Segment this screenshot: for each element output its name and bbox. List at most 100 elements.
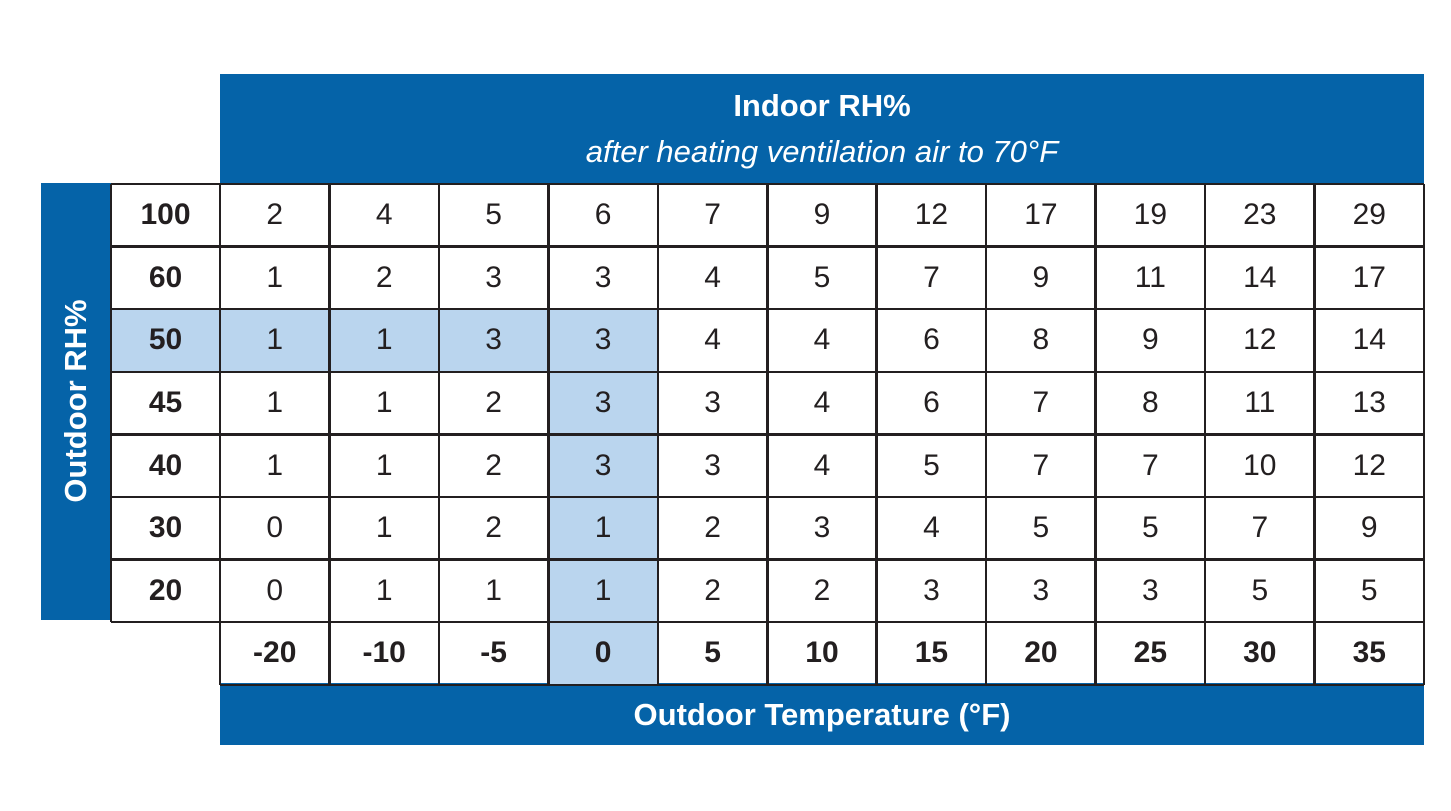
row-label-50: 50 bbox=[111, 309, 220, 372]
column-label-35: 35 bbox=[1352, 636, 1386, 670]
table-cell: 9 bbox=[1360, 511, 1378, 545]
table-cell: 3 bbox=[704, 448, 721, 482]
grid-line-vertical bbox=[437, 184, 441, 685]
outdoor-temperature-axis-banner: Outdoor Temperature (°F) bbox=[220, 683, 1424, 745]
table-cell: 1 bbox=[220, 309, 330, 372]
x-axis-label: Outdoor Temperature (°F) bbox=[633, 697, 1011, 732]
table-cell: 5 bbox=[1251, 573, 1269, 607]
table-cell: 12 bbox=[1352, 448, 1386, 482]
grid-line-vertical bbox=[328, 184, 331, 685]
table-cell: 6 bbox=[594, 198, 612, 232]
outdoor-rh-axis-banner: Outdoor RH% bbox=[41, 183, 111, 620]
table-cell: 2 bbox=[485, 448, 502, 482]
table-cell: 1 bbox=[266, 386, 284, 420]
table-cell: 17 bbox=[1352, 260, 1386, 294]
table-cell: 11 bbox=[1244, 386, 1276, 420]
column-label-25: 25 bbox=[1133, 636, 1168, 670]
table-cell: 2 bbox=[704, 511, 721, 545]
table-cell: 29 bbox=[1352, 198, 1386, 232]
grid-line-vertical bbox=[875, 184, 878, 685]
table-cell: 1 bbox=[548, 559, 658, 623]
grid-line-vertical bbox=[1094, 184, 1097, 685]
table-cell: 0 bbox=[266, 573, 284, 607]
grid-line-vertical bbox=[984, 184, 988, 685]
table-cell: 3 bbox=[923, 573, 940, 607]
row-label-45: 45 bbox=[148, 386, 183, 420]
grid-line-vertical bbox=[1203, 184, 1207, 685]
table-cell: 1 bbox=[266, 260, 284, 294]
table-cell: 14 bbox=[1352, 323, 1386, 357]
table-cell: 1 bbox=[375, 448, 393, 482]
indoor-rh-header: Indoor RH% after heating ventilation air… bbox=[220, 74, 1424, 184]
table-cell: 2 bbox=[704, 573, 721, 607]
row-label-20: 20 bbox=[148, 573, 183, 607]
table-cell: 1 bbox=[266, 448, 284, 482]
table-cell: 3 bbox=[704, 386, 721, 420]
table-cell: 6 bbox=[923, 386, 940, 420]
table-cell: 3 bbox=[813, 511, 831, 545]
table-cell: 4 bbox=[813, 386, 831, 420]
table-cell: 9 bbox=[1032, 260, 1050, 294]
table-cell: 9 bbox=[813, 198, 831, 232]
table-cell: 8 bbox=[1032, 323, 1050, 357]
table-cell: 12 bbox=[1243, 323, 1277, 357]
grid-line-vertical bbox=[547, 184, 550, 685]
table-cell: 4 bbox=[813, 448, 831, 482]
column-label-15: 15 bbox=[914, 636, 949, 670]
table-cell: 9 bbox=[1142, 323, 1159, 357]
grid-line-vertical bbox=[109, 184, 113, 623]
table-cell: 3 bbox=[438, 309, 549, 372]
table-cell: 7 bbox=[1032, 448, 1050, 482]
grid-line-vertical bbox=[1422, 184, 1426, 685]
table-cell: 3 bbox=[1032, 573, 1050, 607]
table-cell: 5 bbox=[1142, 511, 1159, 545]
grid-line-horizontal bbox=[220, 683, 1424, 687]
table-cell: 19 bbox=[1133, 198, 1168, 232]
table-cell: 2 bbox=[266, 198, 284, 232]
chart-title: Indoor RH% bbox=[733, 88, 911, 123]
table-cell: 23 bbox=[1243, 198, 1277, 232]
table-cell: 7 bbox=[1142, 448, 1159, 482]
table-cell: 13 bbox=[1352, 386, 1386, 420]
table-cell: 7 bbox=[1251, 511, 1269, 545]
column-label-0: 0 bbox=[548, 622, 658, 685]
column-label-10: 10 bbox=[805, 636, 839, 670]
table-cell: 1 bbox=[548, 497, 658, 560]
grid-line-vertical bbox=[1313, 184, 1316, 685]
chart-subtitle: after heating ventilation air to 70°F bbox=[585, 134, 1059, 169]
column-label--5: -5 bbox=[480, 636, 507, 670]
table-cell: 3 bbox=[548, 309, 658, 372]
table-cell: 3 bbox=[548, 371, 658, 435]
row-label-100: 100 bbox=[140, 198, 191, 232]
table-cell: 6 bbox=[923, 323, 940, 357]
table-cell: 5 bbox=[813, 260, 831, 294]
table-cell: 17 bbox=[1024, 198, 1058, 232]
column-label--10: -10 bbox=[362, 636, 406, 670]
table-cell: 2 bbox=[813, 573, 831, 607]
table-cell: 11 bbox=[1134, 260, 1166, 294]
grid-line-vertical bbox=[766, 184, 769, 685]
grid-line-vertical bbox=[218, 184, 222, 685]
table-cell: 4 bbox=[704, 323, 721, 357]
table-cell: 12 bbox=[914, 198, 949, 232]
column-label-30: 30 bbox=[1243, 636, 1277, 670]
table-cell: 5 bbox=[1032, 511, 1050, 545]
table-cell: 3 bbox=[485, 260, 502, 294]
table-cell: 4 bbox=[813, 323, 831, 357]
table-cell: 2 bbox=[485, 511, 502, 545]
table-cell: 5 bbox=[1360, 573, 1378, 607]
table-cell: 0 bbox=[266, 511, 284, 545]
table-cell: 1 bbox=[375, 573, 393, 607]
table-cell: 4 bbox=[704, 260, 721, 294]
table-cell: 1 bbox=[485, 573, 502, 607]
row-label-60: 60 bbox=[148, 260, 183, 294]
table-cell: 4 bbox=[923, 511, 940, 545]
table-cell: 2 bbox=[485, 386, 502, 420]
table-cell: 3 bbox=[548, 434, 658, 497]
table-cell: 2 bbox=[375, 260, 393, 294]
table-cell: 5 bbox=[485, 198, 502, 232]
table-cell: 7 bbox=[923, 260, 940, 294]
table-cell: 14 bbox=[1243, 260, 1277, 294]
grid-line-vertical bbox=[656, 184, 660, 685]
